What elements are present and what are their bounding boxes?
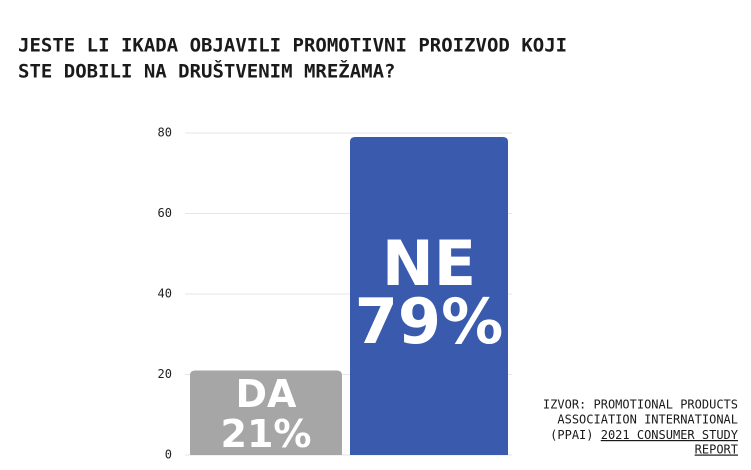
source-text: IZVOR: PROMOTIONAL PRODUCTS <box>543 398 738 412</box>
source-text: ASSOCIATION INTERNATIONAL <box>557 413 738 427</box>
y-tick-label: 0 <box>165 448 172 462</box>
chart-title: STE DOBILI NA DRUŠTVENIM MREŽAMA? <box>18 59 396 83</box>
source-text: (PPAI) 2021 CONSUMER STUDY <box>550 428 739 442</box>
y-tick-label: 20 <box>158 367 172 381</box>
source-link: REPORT <box>695 443 738 457</box>
y-tick-label: 60 <box>158 206 172 220</box>
bar <box>190 370 342 455</box>
y-tick-label: 80 <box>158 126 172 140</box>
bar-category-label: DA <box>236 372 298 416</box>
y-tick-label: 40 <box>158 287 172 301</box>
value-label: 21% <box>221 412 312 456</box>
value-label: 79% <box>355 285 503 358</box>
bar-category-label: NE <box>382 227 476 300</box>
source-text: (PPAI) <box>550 428 601 442</box>
source-link: 2021 CONSUMER STUDY <box>601 428 739 442</box>
chart-title: JESTE LI IKADA OBJAVILI PROMOTIVNI PROIZ… <box>18 35 567 57</box>
bar <box>350 137 508 455</box>
